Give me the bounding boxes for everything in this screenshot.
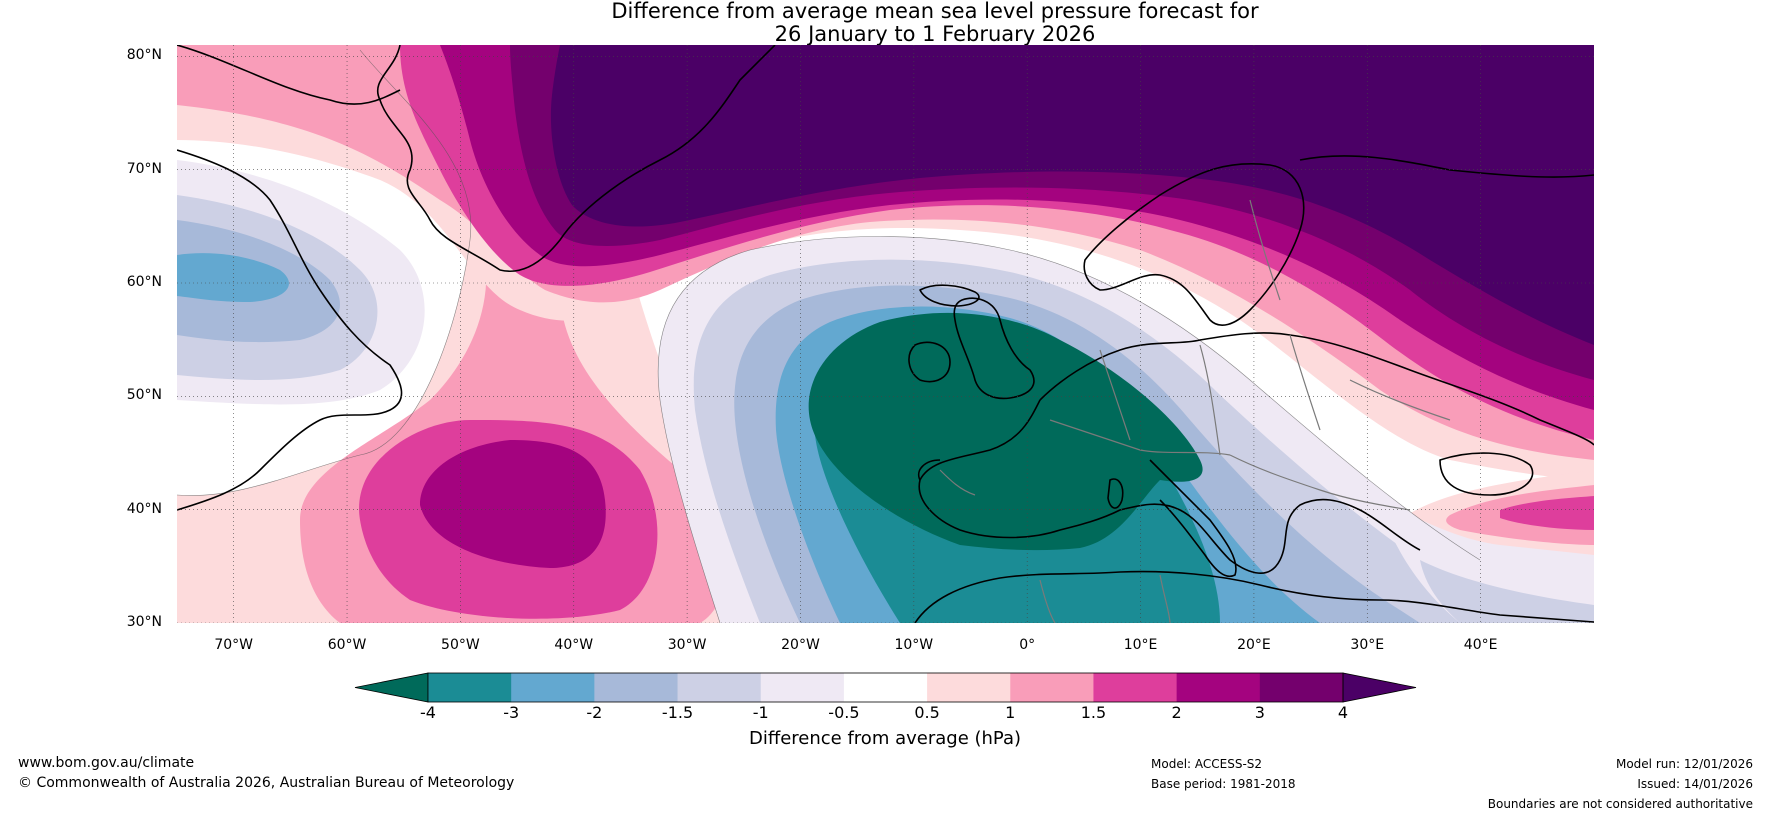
colorbar-bin bbox=[1176, 673, 1261, 702]
longitude-label: 20°E bbox=[1237, 637, 1271, 653]
longitude-label: 30°W bbox=[667, 637, 707, 653]
colorbar-tick-label: -0.5 bbox=[828, 703, 860, 722]
longitude-label: 10°E bbox=[1123, 637, 1158, 653]
colorbar-bin bbox=[1093, 673, 1178, 702]
high-anomaly-arctic bbox=[177, 45, 1594, 480]
longitude-label: 20°W bbox=[781, 637, 820, 653]
colorbar-tick-label: -2 bbox=[586, 703, 603, 722]
longitude-label: 70°W bbox=[214, 637, 253, 653]
latitude-label: 50°N bbox=[126, 387, 162, 404]
footer-model-run: Model run: 12/01/2026 bbox=[1615, 757, 1753, 771]
latitude-label: 60°N bbox=[126, 274, 162, 290]
country-borders bbox=[939, 199, 1451, 623]
latitude-label: 80°N bbox=[126, 47, 162, 64]
longitude-label: 10°W bbox=[894, 637, 934, 653]
graticule bbox=[177, 45, 1594, 623]
latitude-label: 70°N bbox=[126, 160, 162, 177]
colorbar-bin bbox=[760, 673, 845, 702]
colorbar-tick-label: 1.5 bbox=[1080, 703, 1107, 722]
contour-lines bbox=[177, 49, 1481, 623]
footer-issued: Issued: 14/01/2026 bbox=[1637, 777, 1753, 791]
colorbar-bin bbox=[428, 673, 512, 702]
colorbar-bin bbox=[1259, 673, 1344, 702]
longitude-label: 60°W bbox=[327, 637, 367, 653]
colorbar-bin bbox=[511, 673, 595, 702]
low-anomaly-balkans bbox=[1380, 500, 1594, 623]
footer-base-period: Base period: 1981-2018 bbox=[1151, 777, 1296, 791]
colorbar-frame bbox=[427, 672, 1344, 703]
colorbar-bin bbox=[594, 673, 679, 702]
contour-field bbox=[177, 45, 1594, 623]
latitude-label: 40°N bbox=[126, 500, 162, 517]
longitude-label: 0° bbox=[1019, 637, 1036, 653]
longitude-label: 40°E bbox=[1463, 637, 1498, 653]
longitude-label: 30°E bbox=[1350, 637, 1385, 653]
colorbar-bin bbox=[677, 673, 762, 702]
colorbar-bin bbox=[843, 673, 928, 702]
high-anomaly-atlantic bbox=[177, 50, 780, 623]
colorbar-tick-label: -1 bbox=[752, 703, 769, 722]
latitude-label: 30°N bbox=[126, 614, 162, 630]
colorbar-tick-label: -1.5 bbox=[661, 703, 694, 722]
colorbar-tick-label: -3 bbox=[503, 703, 520, 722]
footer-model: Model: ACCESS-S2 bbox=[1151, 757, 1263, 771]
colorbar-tick-label: 2 bbox=[1171, 703, 1182, 722]
longitude-label: 40°W bbox=[554, 637, 594, 653]
colorbar-tick-label: 0.5 bbox=[914, 703, 940, 722]
colorbar-tick-label: 1 bbox=[1005, 703, 1016, 722]
colorbar-bin bbox=[1010, 673, 1094, 702]
longitude-label: 50°W bbox=[441, 637, 480, 653]
colorbar-label: Difference from average (hPa) bbox=[748, 728, 1022, 749]
colorbar-extend-high bbox=[1342, 672, 1417, 703]
colorbar-tick-label: 4 bbox=[1337, 703, 1349, 722]
footer-copyright: © Commonwealth of Australia 2026, Austra… bbox=[18, 775, 515, 791]
footer-disclaimer: Boundaries are not considered authoritat… bbox=[1487, 797, 1753, 811]
colorbar-bin bbox=[927, 673, 1011, 702]
colorbar-tick-label: -4 bbox=[420, 703, 436, 722]
footer-website: www.bom.gov.au/climate bbox=[18, 755, 195, 771]
colorbar-extend-low bbox=[354, 672, 429, 703]
colorbar-tick-label: 3 bbox=[1254, 703, 1265, 722]
